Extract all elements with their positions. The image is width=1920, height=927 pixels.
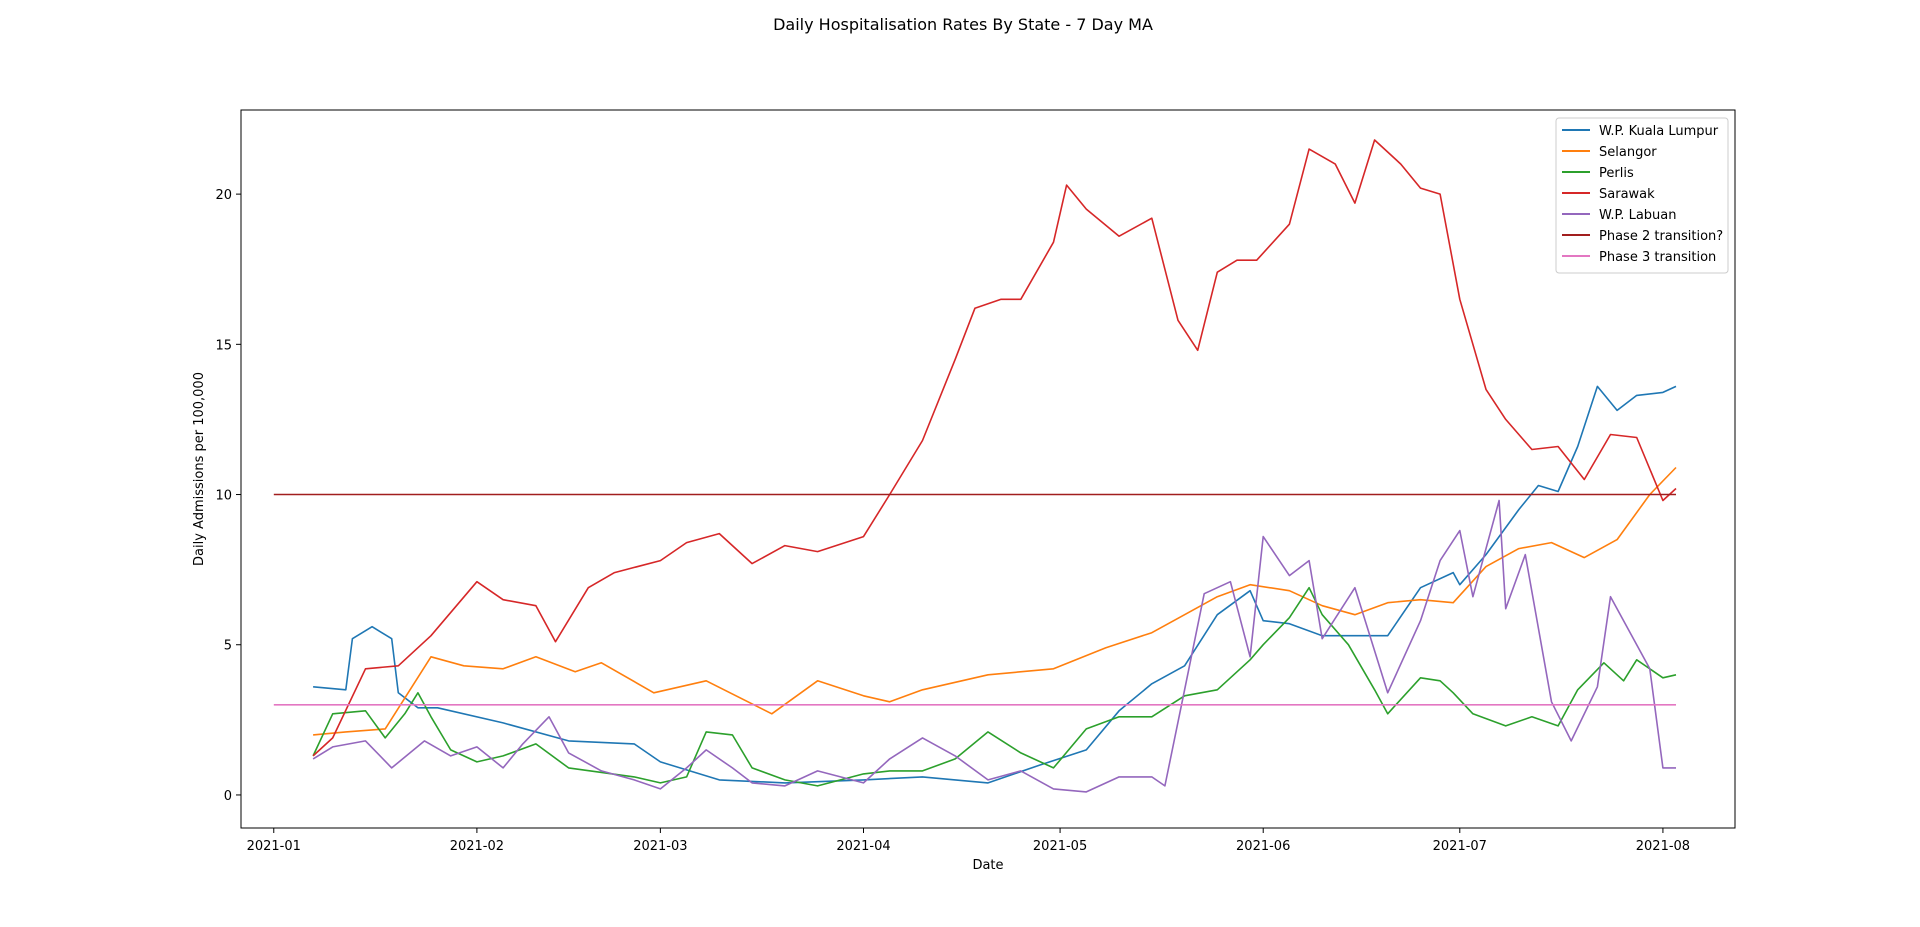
legend: W.P. Kuala Lumpur Selangor Perlis Sarawak W.… xyxy=(1555,117,1729,274)
y-tick-label: 10 xyxy=(215,489,232,504)
y-tick-label: 5 xyxy=(224,639,232,654)
legend-label: W.P. Kuala Lumpur xyxy=(1599,124,1719,139)
series-line-0 xyxy=(313,385,1677,784)
x-tick-label: 2021-06 xyxy=(1236,839,1290,854)
x-axis: 2021-01 2021-02 2021-03 2021-04 2021-05 2021-… xyxy=(247,828,1690,854)
x-tick-label: 2021-08 xyxy=(1636,839,1690,854)
legend-label: Sarawak xyxy=(1599,187,1655,202)
series-line-3 xyxy=(312,139,1677,757)
series-line-2 xyxy=(312,586,1677,787)
y-axis-label: Daily Admissions per 100,000 xyxy=(192,372,207,566)
plot-area xyxy=(273,139,1677,793)
x-tick-label: 2021-02 xyxy=(450,839,504,854)
x-tick-label: 2021-01 xyxy=(247,839,301,854)
legend-label: Phase 2 transition? xyxy=(1599,229,1723,244)
series-line-4 xyxy=(312,499,1676,793)
legend-label: Perlis xyxy=(1599,166,1634,181)
legend-label: Phase 3 transition xyxy=(1599,250,1716,265)
plot-frame xyxy=(240,109,1736,829)
chart-title: Daily Hospitalisation Rates By State - 7… xyxy=(773,15,1153,34)
legend-label: Selangor xyxy=(1599,145,1657,160)
y-axis: 0 5 10 15 20 xyxy=(215,188,241,804)
y-tick-label: 20 xyxy=(215,188,232,203)
legend-box xyxy=(1555,117,1729,274)
x-tick-label: 2021-03 xyxy=(633,839,687,854)
x-tick-label: 2021-04 xyxy=(836,839,890,854)
x-axis-label: Date xyxy=(972,858,1003,873)
legend-label: W.P. Labuan xyxy=(1599,208,1676,223)
x-tick-label: 2021-07 xyxy=(1433,839,1487,854)
y-tick-label: 15 xyxy=(215,338,232,353)
series-line-1 xyxy=(313,466,1677,736)
x-tick-label: 2021-05 xyxy=(1033,839,1087,854)
y-tick-label: 0 xyxy=(224,789,232,804)
